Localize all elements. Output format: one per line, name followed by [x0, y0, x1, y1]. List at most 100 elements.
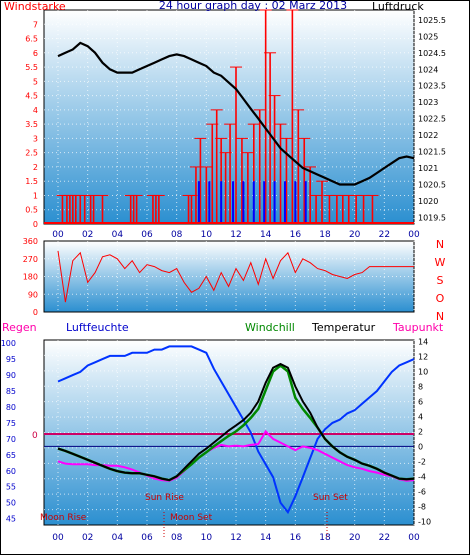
temperature-tick-label: -6	[418, 487, 426, 496]
x-tick-label: 02	[82, 533, 93, 543]
x-tick-label: 16	[290, 533, 302, 543]
moon-rise-label: Moon Rise	[40, 513, 87, 523]
compass-label: W	[435, 256, 446, 269]
wind-bar	[355, 195, 357, 224]
left-tick-label: 3.5	[25, 120, 38, 129]
right-tick-label: 1023	[418, 98, 438, 107]
temperature-tick-label: -4	[418, 472, 426, 481]
left-tick-label: 0	[33, 220, 38, 229]
wind-bar	[158, 195, 160, 224]
gust-bar	[232, 181, 235, 224]
x-tick-label: 12	[230, 230, 241, 240]
wind-bar	[69, 195, 71, 224]
wind-bar	[303, 138, 306, 224]
left-tick-label: 4.5	[25, 92, 38, 101]
right-tick-label: 1022.5	[418, 115, 446, 124]
wind-bar	[61, 195, 64, 224]
left-tick-label: 0.5	[25, 206, 38, 215]
wind-bar	[229, 124, 231, 224]
gust-bar	[208, 181, 211, 224]
wind-bar	[279, 124, 282, 224]
wind-bar	[79, 195, 82, 224]
humidity-tick-label: 75	[6, 419, 16, 428]
x-tick-label: 04	[112, 533, 124, 543]
wind-bar	[336, 195, 338, 224]
wind-bar	[195, 166, 197, 224]
wind-pressure-panel	[43, 9, 415, 225]
left-tick-label: 6.5	[25, 35, 38, 44]
gust-bar	[263, 181, 266, 224]
left-tick-label: 1	[33, 191, 38, 200]
wind-bar	[66, 195, 68, 224]
temperature-tick-label: 12	[418, 352, 428, 361]
right-tick-label: 1019.5	[418, 213, 446, 222]
panel1-x-ticks: 00 02 04 06 08 10 12 14 16 18 20 22 00	[52, 230, 420, 240]
left-tick-label: 1.5	[25, 177, 38, 186]
x-tick-label: 00	[408, 533, 420, 543]
humidity-tick-label: 65	[6, 451, 16, 460]
grid-panel-2	[44, 241, 415, 312]
right-tick-label: 1022	[418, 131, 438, 140]
gust-bar	[294, 181, 297, 224]
wind-bar	[297, 109, 300, 224]
humidity-line	[57, 345, 415, 515]
temperature-tick-label: -2	[418, 457, 426, 466]
right-tick-label: 1020.5	[418, 180, 446, 189]
compass-label: S	[437, 274, 444, 287]
left-tick-label: 5	[33, 77, 38, 86]
windstarke-label: Windstarke	[4, 0, 66, 13]
temperature-tick-label: 0	[418, 442, 423, 451]
wind-bar	[199, 138, 202, 224]
x-tick-label: 18	[319, 230, 331, 240]
wind-bar	[285, 138, 288, 224]
right-tick-label: 1020	[418, 197, 438, 206]
humidity-tick-label: 100	[1, 339, 16, 348]
temperature-tick-label: 14	[418, 337, 428, 346]
panel2-left-ticks: 0 90 180 270 360	[23, 237, 38, 317]
right-tick-label: 1025.5	[418, 16, 446, 25]
x-tick-label: 12	[230, 533, 241, 543]
wind-bar	[215, 109, 218, 224]
x-tick-label: 08	[171, 533, 183, 543]
wind-bar	[75, 195, 77, 224]
panel2-marks	[57, 250, 414, 303]
humidity-tick-label: 90	[6, 371, 16, 380]
wind-bar	[224, 152, 227, 224]
gust-bar	[220, 181, 223, 224]
temperatur-label: Temperatur	[311, 321, 376, 334]
direction-tick-label: 180	[23, 273, 38, 282]
dewpoint-line	[57, 429, 415, 482]
wind-bar	[132, 195, 135, 224]
direction-tick-label: 360	[23, 237, 38, 246]
moon-set-label: Moon Set	[170, 513, 213, 523]
humidity-tick-label: 95	[6, 355, 16, 364]
temperature-tick-label: 6	[418, 397, 423, 406]
windchill-label: Windchill	[245, 321, 295, 334]
wind-direction-line	[57, 250, 414, 303]
pressure-line	[57, 41, 415, 186]
wind-bar	[291, 10, 294, 224]
wind-bar	[155, 195, 157, 224]
luftdruck-label: Luftdruck	[372, 0, 424, 13]
direction-tick-label: 0	[33, 308, 38, 317]
wind-bar	[264, 10, 267, 224]
regen-zero-label: 0	[32, 431, 38, 441]
wind-bar	[241, 138, 243, 224]
wind-bar	[152, 195, 154, 224]
panel3-right-ticks: -10 -8 -6 -4 -2 0 2 4 6 8 10 12 14	[418, 337, 431, 526]
compass-label: N	[436, 310, 444, 323]
sun-rise-label: Sun Rise	[145, 493, 184, 503]
gust-bar	[252, 181, 255, 224]
x-tick-label: 02	[82, 230, 93, 240]
humidity-tick-label: 80	[6, 403, 16, 412]
x-tick-label: 10	[201, 230, 213, 240]
humidity-tick-label: 50	[6, 499, 16, 508]
x-tick-label: 06	[141, 533, 153, 543]
wind-bar	[211, 124, 214, 224]
humidity-tick-label: 60	[6, 467, 16, 476]
x-tick-label: 00	[408, 230, 420, 240]
panel1-marks	[44, 9, 415, 224]
wind-bar	[187, 195, 190, 224]
